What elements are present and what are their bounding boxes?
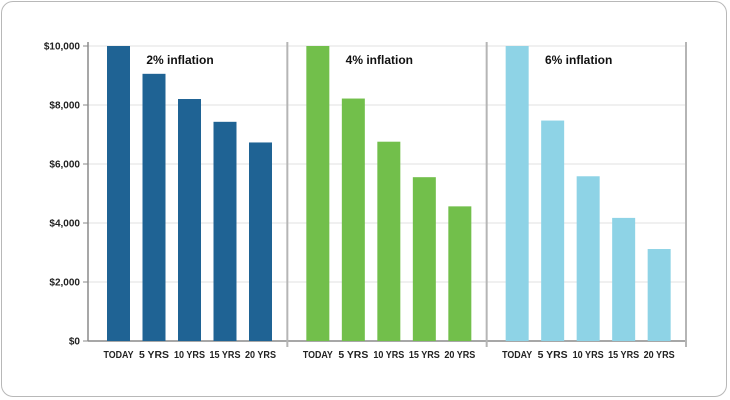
bar xyxy=(412,177,436,341)
x-tick-label: 15 YRS xyxy=(608,350,639,361)
bar xyxy=(142,73,166,342)
bar xyxy=(448,206,472,341)
panel-1: TODAY 5 YRS 10 YRS 15 YRS 20 YRS 2% inflation xyxy=(104,42,289,361)
bar xyxy=(541,120,565,341)
y-tick-label: $2,000 xyxy=(49,278,80,289)
y-tick-label: $6,000 xyxy=(49,160,80,171)
y-tick-label: $0 xyxy=(69,337,81,348)
panel-3: TODAY 5 YRS 10 YRS 15 YRS 20 YRS 6% inflation xyxy=(502,42,687,361)
panel-title: 2% inflation xyxy=(146,53,213,67)
bar xyxy=(377,141,401,341)
bar xyxy=(576,176,600,341)
bar xyxy=(612,217,636,341)
bar xyxy=(647,249,671,341)
x-tick-label: 5 YRS xyxy=(538,350,568,361)
x-tick-label: 5 YRS xyxy=(139,350,169,361)
bar xyxy=(505,46,529,341)
y-tick-label: $10,000 xyxy=(44,42,81,53)
bar xyxy=(178,99,201,341)
x-tick-label: 20 YRS xyxy=(444,350,475,361)
x-tick-label: 5 YRS xyxy=(338,350,368,361)
bar xyxy=(213,121,237,341)
x-tick-label: 15 YRS xyxy=(210,350,241,361)
x-tick-label: TODAY xyxy=(502,350,532,361)
panels: TODAY 5 YRS 10 YRS 15 YRS 20 YRS 2% inflation… xyxy=(104,42,687,361)
x-tick-label: TODAY xyxy=(104,350,134,361)
x-tick-label: 20 YRS xyxy=(245,350,276,361)
x-tick-label: 10 YRS xyxy=(174,350,205,361)
x-tick-label: 15 YRS xyxy=(409,350,440,361)
x-tick-label: 10 YRS xyxy=(573,350,604,361)
y-tick-label: $8,000 xyxy=(49,101,80,112)
x-tick-label: 20 YRS xyxy=(644,350,675,361)
bar xyxy=(306,46,330,341)
x-tick-label: 10 YRS xyxy=(373,350,404,361)
panel-2: TODAY 5 YRS 10 YRS 15 YRS 20 YRS 4% inflation xyxy=(303,42,488,361)
x-tick-label: TODAY xyxy=(303,350,333,361)
bar xyxy=(341,98,365,342)
bar xyxy=(249,142,272,341)
bar xyxy=(107,46,130,341)
y-tick-label: $4,000 xyxy=(49,219,80,230)
panel-title: 4% inflation xyxy=(346,53,413,67)
panel-title: 6% inflation xyxy=(545,53,612,67)
